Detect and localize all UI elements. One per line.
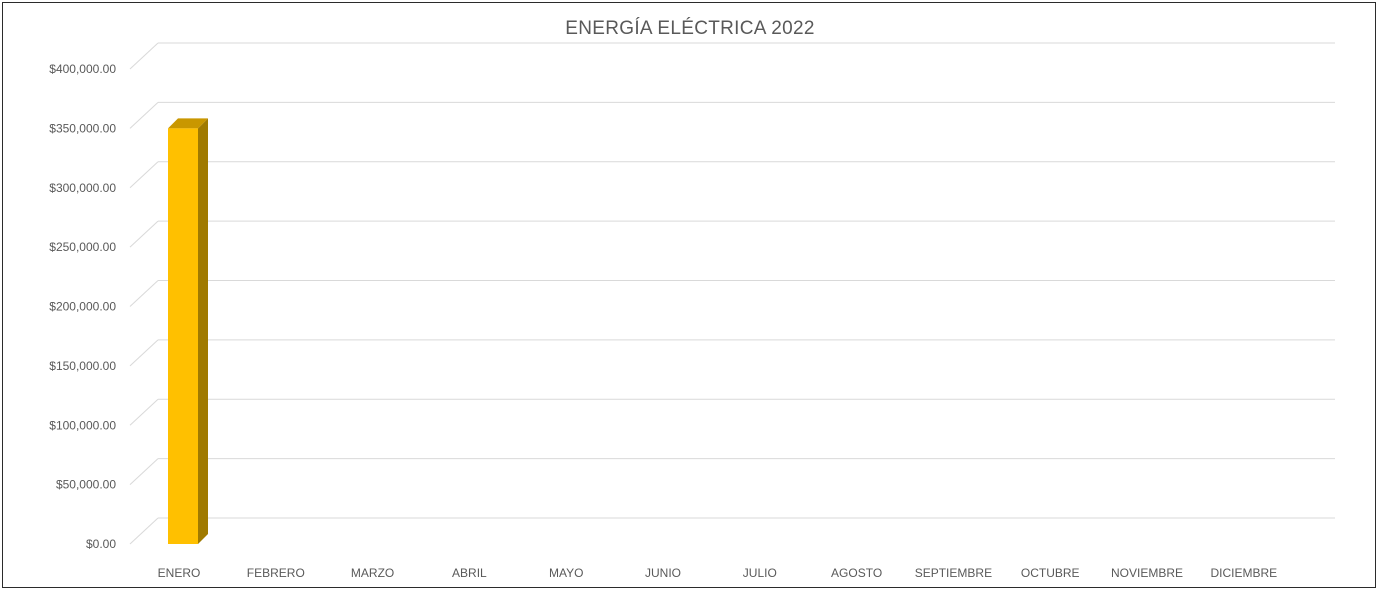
gridline-depth	[129, 398, 159, 426]
x-tick-label: AGOSTO	[831, 566, 882, 580]
x-tick-label: MARZO	[351, 566, 394, 580]
x-tick-label: DICIEMBRE	[1210, 566, 1277, 580]
bar-side	[198, 118, 208, 544]
y-tick-label: $150,000.00	[49, 359, 116, 373]
x-tick-label: ENERO	[158, 566, 201, 580]
y-tick-label: $50,000.00	[56, 478, 116, 492]
y-tick-label: $0.00	[86, 537, 116, 551]
x-tick-label: JUNIO	[645, 566, 681, 580]
chart-title: ENERGÍA ELÉCTRICA 2022	[565, 18, 815, 39]
gridline-depth	[129, 102, 159, 129]
x-tick-label: JULIO	[743, 566, 777, 580]
gridline-depth	[129, 220, 159, 248]
y-tick-label: $350,000.00	[49, 121, 116, 135]
gridline-depth	[129, 42, 159, 70]
gridline-depth	[129, 339, 159, 367]
bar	[168, 128, 198, 544]
x-tick-label: OCTUBRE	[1021, 566, 1080, 580]
gridline-depth	[129, 280, 159, 307]
y-tick-label: $200,000.00	[49, 300, 116, 314]
y-tick-label: $250,000.00	[49, 240, 116, 254]
y-tick-label: $100,000.00	[49, 418, 116, 432]
y-tick-label: $300,000.00	[49, 181, 116, 195]
x-tick-label: FEBRERO	[247, 566, 305, 580]
gridline-depth	[129, 458, 159, 485]
x-tick-label: NOVIEMBRE	[1111, 566, 1183, 580]
bar-top	[168, 118, 208, 129]
gridline-depth	[129, 517, 159, 545]
x-tick-label: ABRIL	[452, 566, 487, 580]
y-tick-label: $400,000.00	[49, 62, 116, 76]
gridline-depth	[129, 161, 159, 189]
x-tick-label: MAYO	[549, 566, 583, 580]
x-tick-label: SEPTIEMBRE	[915, 566, 992, 580]
